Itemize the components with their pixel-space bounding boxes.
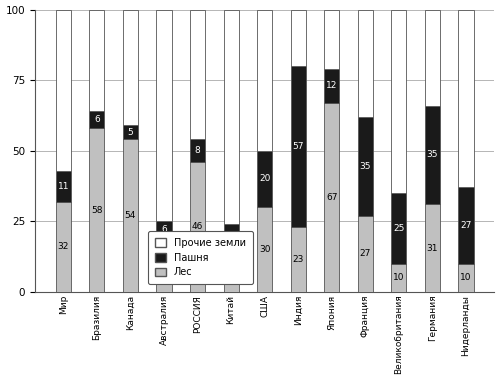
Bar [458, 187, 473, 264]
Bar [90, 128, 104, 292]
Text: 54: 54 [125, 211, 136, 220]
Text: 46: 46 [192, 222, 203, 231]
Bar [392, 264, 406, 292]
Bar [425, 204, 440, 292]
Text: 31: 31 [426, 244, 438, 253]
Text: 12: 12 [326, 81, 338, 90]
Bar [324, 10, 340, 69]
Text: 5: 5 [128, 128, 134, 137]
Bar [290, 10, 306, 66]
Bar [156, 10, 172, 221]
Bar [290, 66, 306, 227]
Bar [190, 139, 205, 162]
Text: 23: 23 [292, 255, 304, 264]
Bar [458, 10, 473, 187]
Bar [358, 10, 373, 117]
Text: 14: 14 [226, 268, 237, 277]
Text: 19: 19 [158, 261, 170, 269]
Text: 8: 8 [194, 146, 200, 155]
Text: 20: 20 [259, 174, 270, 184]
Bar [358, 216, 373, 292]
Bar [224, 252, 238, 292]
Bar [56, 171, 71, 201]
Text: 58: 58 [91, 206, 102, 215]
Text: 10: 10 [460, 273, 472, 282]
Bar [190, 162, 205, 292]
Text: 10: 10 [393, 273, 404, 282]
Bar [156, 238, 172, 292]
Bar [458, 264, 473, 292]
Bar [257, 151, 272, 207]
Text: 27: 27 [360, 249, 371, 258]
Bar [123, 125, 138, 139]
Bar [224, 10, 238, 224]
Bar [90, 10, 104, 111]
Text: 10: 10 [226, 234, 237, 243]
Text: 30: 30 [259, 245, 270, 254]
Bar [123, 10, 138, 125]
Bar [392, 193, 406, 264]
Text: 35: 35 [426, 150, 438, 160]
Bar [324, 103, 340, 292]
Bar [425, 10, 440, 106]
Text: 35: 35 [360, 162, 371, 171]
Text: 25: 25 [393, 224, 404, 233]
Bar [224, 224, 238, 252]
Text: 57: 57 [292, 142, 304, 151]
Text: 11: 11 [58, 182, 69, 190]
Text: 6: 6 [94, 115, 100, 124]
Bar [290, 227, 306, 292]
Text: 27: 27 [460, 221, 471, 230]
Bar [425, 106, 440, 204]
Bar [56, 201, 71, 292]
Bar [156, 221, 172, 238]
Bar [90, 111, 104, 128]
Bar [257, 207, 272, 292]
Bar [392, 10, 406, 193]
Text: 6: 6 [161, 225, 167, 234]
Legend: Прочие земли, Пашня, Лес: Прочие земли, Пашня, Лес [148, 231, 253, 284]
Text: 67: 67 [326, 193, 338, 202]
Bar [358, 117, 373, 216]
Bar [123, 139, 138, 292]
Text: 32: 32 [58, 242, 69, 251]
Bar [56, 10, 71, 171]
Bar [190, 10, 205, 139]
Bar [257, 10, 272, 151]
Bar [324, 69, 340, 103]
